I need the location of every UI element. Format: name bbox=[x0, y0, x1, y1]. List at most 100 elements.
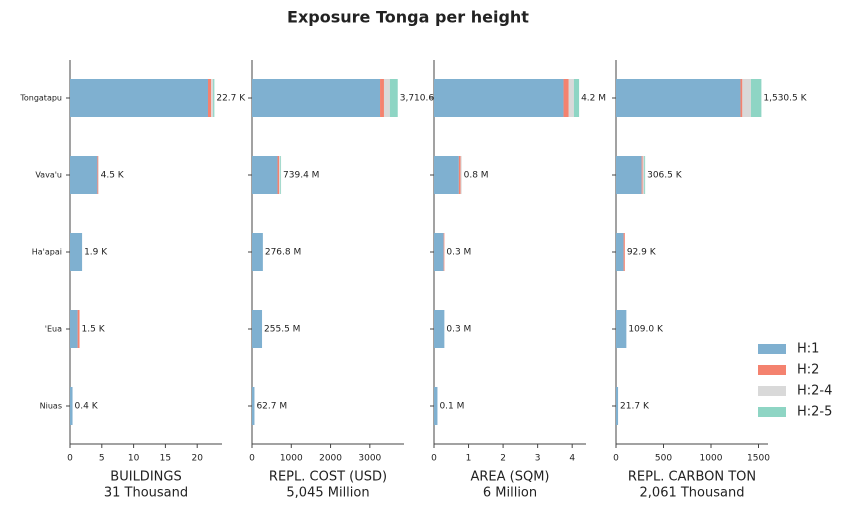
x-axis-label: AREA (SQM) bbox=[470, 470, 549, 485]
bar-segment bbox=[252, 387, 255, 425]
bar-segment bbox=[70, 156, 98, 194]
legend-label: H:2-4 bbox=[797, 384, 832, 399]
y-tick-label: Vava'u bbox=[35, 171, 62, 180]
bar-segment bbox=[458, 156, 461, 194]
bar-segment bbox=[70, 233, 83, 271]
bar-segment bbox=[616, 233, 624, 271]
bar-segment bbox=[616, 156, 642, 194]
value-label: 4.5 K bbox=[101, 171, 125, 181]
bar-segment bbox=[280, 156, 282, 194]
x-axis-note: 5,045 Million bbox=[286, 486, 369, 501]
bar-segment bbox=[623, 233, 625, 271]
bar-segment bbox=[460, 156, 462, 194]
bar-segment bbox=[641, 156, 643, 194]
bar-segment bbox=[568, 79, 574, 117]
value-label: 4.2 M bbox=[581, 94, 606, 104]
x-tick-label: 10 bbox=[128, 454, 140, 464]
x-tick-label: 4 bbox=[569, 454, 575, 464]
value-label: 92.9 K bbox=[627, 248, 657, 258]
x-tick-label: 2000 bbox=[319, 454, 342, 464]
x-tick-label: 500 bbox=[655, 454, 672, 464]
bar-segment bbox=[252, 310, 263, 348]
value-label: 22.7 K bbox=[216, 94, 246, 104]
y-tick-label: Niuas bbox=[40, 402, 62, 411]
y-tick-label: Tongatapu bbox=[19, 94, 62, 103]
x-tick-label: 1000 bbox=[280, 454, 303, 464]
x-axis-note: 2,061 Thousand bbox=[640, 486, 745, 501]
x-tick-label: 0 bbox=[431, 454, 437, 464]
x-tick-label: 20 bbox=[191, 454, 203, 464]
x-axis-label: REPL. COST (USD) bbox=[269, 470, 387, 485]
value-label: 62.7 M bbox=[256, 402, 287, 412]
x-axis-label: BUILDINGS bbox=[110, 470, 181, 485]
bar-segment bbox=[70, 310, 78, 348]
x-tick-label: 5 bbox=[99, 454, 105, 464]
bar-segment bbox=[434, 387, 438, 425]
x-tick-label: 1500 bbox=[747, 454, 770, 464]
bar-segment bbox=[77, 310, 80, 348]
bar-segment bbox=[616, 79, 741, 117]
legend-label: H:1 bbox=[797, 342, 819, 357]
x-tick-label: 0 bbox=[613, 454, 619, 464]
value-label: 1,530.5 K bbox=[763, 94, 807, 104]
bar-segment bbox=[642, 156, 645, 194]
bar-segment bbox=[70, 387, 73, 425]
value-label: 0.8 M bbox=[464, 171, 489, 181]
bar-segment bbox=[434, 310, 445, 348]
x-axis-label: REPL. CARBON TON bbox=[628, 470, 756, 485]
x-tick-label: 0 bbox=[249, 454, 255, 464]
bar-segment bbox=[389, 79, 398, 117]
value-label: 0.3 M bbox=[446, 248, 471, 258]
bar-segment bbox=[252, 156, 278, 194]
x-tick-label: 2 bbox=[500, 454, 506, 464]
bar-segment bbox=[211, 79, 214, 117]
bar-segment bbox=[563, 79, 569, 117]
x-axis-note: 6 Million bbox=[483, 486, 537, 501]
value-label: 1.9 K bbox=[84, 248, 108, 258]
bar-segment bbox=[750, 79, 762, 117]
bar-segment bbox=[573, 79, 580, 117]
bar-segment bbox=[208, 79, 212, 117]
legend-swatch bbox=[758, 407, 786, 417]
value-label: 1.5 K bbox=[82, 325, 106, 335]
x-axis-note: 31 Thousand bbox=[104, 486, 188, 501]
bar-segment bbox=[616, 310, 627, 348]
value-label: 276.8 M bbox=[265, 248, 301, 258]
bar-segment bbox=[644, 156, 646, 194]
legend-label: H:2 bbox=[797, 363, 819, 378]
y-tick-label: Ha'apai bbox=[32, 248, 62, 257]
legend-label: H:2-5 bbox=[797, 405, 832, 420]
value-label: 0.1 M bbox=[439, 402, 464, 412]
value-label: 3,710.6 bbox=[400, 94, 435, 104]
bar-segment bbox=[279, 156, 281, 194]
bar-segment bbox=[616, 387, 619, 425]
x-tick-label: 0 bbox=[67, 454, 73, 464]
bar-segment bbox=[97, 156, 99, 194]
bar-segment bbox=[434, 233, 444, 271]
bar-segment bbox=[434, 156, 459, 194]
chart-title: Exposure Tonga per height bbox=[287, 8, 529, 27]
bar-segment bbox=[443, 233, 445, 271]
value-label: 739.4 M bbox=[283, 171, 319, 181]
bar-segment bbox=[434, 79, 564, 117]
bar-segment bbox=[252, 79, 381, 117]
x-tick-label: 15 bbox=[160, 454, 171, 464]
x-tick-label: 3000 bbox=[358, 454, 381, 464]
value-label: 306.5 K bbox=[647, 171, 683, 181]
value-label: 109.0 K bbox=[628, 325, 664, 335]
bar-segment bbox=[252, 233, 263, 271]
value-label: 255.5 M bbox=[264, 325, 300, 335]
bar-segment bbox=[383, 79, 390, 117]
bar-segment bbox=[740, 79, 743, 117]
y-tick-label: 'Eua bbox=[45, 325, 62, 334]
x-tick-label: 1 bbox=[466, 454, 472, 464]
value-label: 21.7 K bbox=[620, 402, 650, 412]
legend-swatch bbox=[758, 344, 786, 354]
x-tick-label: 3 bbox=[535, 454, 541, 464]
bar-segment bbox=[380, 79, 384, 117]
legend-swatch bbox=[758, 386, 786, 396]
bar-segment bbox=[213, 79, 215, 117]
bar-segment bbox=[277, 156, 280, 194]
